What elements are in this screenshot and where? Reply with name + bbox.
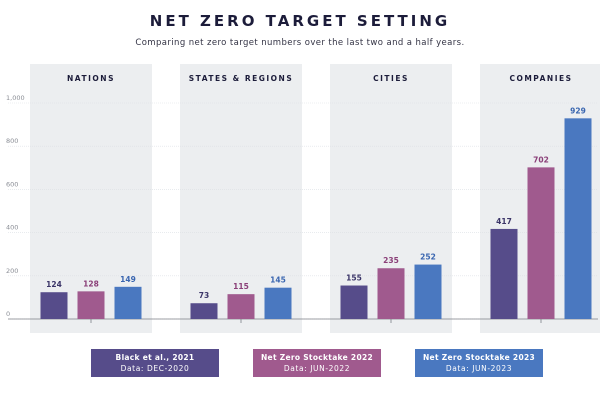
y-tick-label: 800 xyxy=(6,137,18,145)
y-tick-label: 0 xyxy=(6,310,10,318)
bar xyxy=(527,167,555,319)
bar-value-label: 128 xyxy=(83,279,99,288)
bar-value-label: 235 xyxy=(383,256,399,265)
legend-item-stocktake-2023: Net Zero Stocktake 2023 Data: JUN-2023 xyxy=(415,349,543,377)
bar-value-label: 73 xyxy=(199,291,209,300)
bar xyxy=(190,303,218,319)
category-label: NATIONS xyxy=(67,74,115,83)
y-tick-label: 400 xyxy=(6,224,18,232)
bar xyxy=(414,264,442,319)
bar-value-label: 155 xyxy=(346,274,362,283)
legend-label: Net Zero Stocktake 2022 xyxy=(260,353,374,362)
bar xyxy=(490,228,518,319)
category-label: COMPANIES xyxy=(509,74,572,83)
bar xyxy=(114,286,142,319)
bar-value-label: 124 xyxy=(46,280,62,289)
legend-date: Data: JUN-2023 xyxy=(445,364,513,373)
legend-item-stocktake-2022: Net Zero Stocktake 2022 Data: JUN-2022 xyxy=(253,349,381,377)
legend-date: Data: DEC-2020 xyxy=(120,364,190,373)
category-label: STATES & REGIONS xyxy=(189,74,293,83)
bar-value-label: 702 xyxy=(533,155,549,164)
bar-value-label: 252 xyxy=(420,253,436,262)
legend-item-black-2021: Black et al., 2021 Data: DEC-2020 xyxy=(91,349,219,377)
bar xyxy=(377,268,405,319)
chart-subtitle: Comparing net zero target numbers over t… xyxy=(135,38,465,48)
bar xyxy=(340,285,368,319)
bar xyxy=(40,292,68,319)
y-tick-label: 1,000 xyxy=(6,94,25,102)
bar xyxy=(264,287,292,319)
bar xyxy=(227,294,255,319)
bar-value-label: 149 xyxy=(120,275,136,284)
bar xyxy=(564,118,592,319)
bar xyxy=(77,291,105,319)
y-tick-label: 200 xyxy=(6,267,18,275)
legend-label: Black et al., 2021 xyxy=(115,353,195,362)
bar-value-label: 145 xyxy=(270,276,286,285)
bar-value-label: 417 xyxy=(496,217,512,226)
legend-label: Net Zero Stocktake 2023 xyxy=(422,353,536,362)
legend-date: Data: JUN-2022 xyxy=(283,364,351,373)
category-label: CITIES xyxy=(373,74,409,83)
y-tick-label: 600 xyxy=(6,180,18,188)
bar-value-label: 929 xyxy=(570,106,586,115)
bar-value-label: 115 xyxy=(233,282,249,291)
chart-title: NET ZERO TARGET SETTING xyxy=(149,12,451,30)
